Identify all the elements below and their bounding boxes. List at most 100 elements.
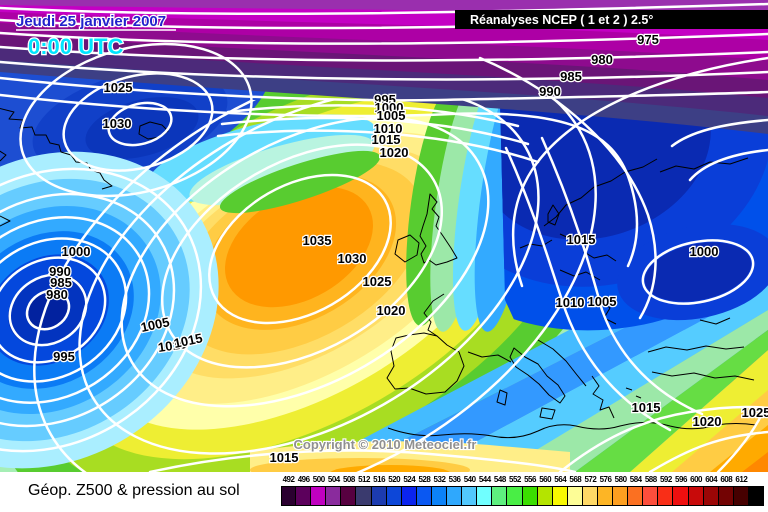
scale-value: 564 [554,475,567,484]
isobar-label: 1015 [632,400,661,415]
scale-cell [341,486,357,506]
isobar-label: 1000 [690,244,719,259]
scale-value: 548 [493,475,506,484]
map-legend-title: Géop. Z500 & pression au sol [28,482,240,499]
scale-value: 552 [509,475,521,484]
isobar-label: 1015 [172,330,203,351]
scale-cell [296,486,312,506]
scale-cell [703,486,719,506]
isobar-label: 1025 [742,405,768,420]
isobar-label: 975 [637,32,659,47]
scale-value: 508 [342,475,355,484]
scale-value: 560 [539,475,552,484]
scale-value: 504 [327,475,340,484]
scale-value: 584 [629,475,642,484]
scale-cell [658,486,674,506]
scale-value: 608 [720,475,733,484]
isobar-label: 990 [539,84,561,99]
scale-cell [507,486,523,506]
footer: Géop. Z500 & pression au sol 492 496 500 50… [0,472,768,512]
map-area: 1025 1030 995 1000 1005 1010 1015 1020 975 980 985… [0,0,768,472]
isobar-label: 1020 [380,145,409,160]
scale-value: 600 [690,475,702,484]
date-time-overlay: Jeudi 25 janvier 2007 0:00 UTC [15,12,176,60]
isobar-label: 1000 [62,244,91,259]
scale-cell [416,486,432,506]
isobar-label: 1005 [588,294,617,309]
scale-value: 492 [282,475,295,484]
source-box: Réanalyses NCEP ( 1 et 2 ) 2.5° [455,10,768,29]
scale-cell [643,486,659,506]
isobar-label: 995 [53,349,75,364]
scale-cell-row [281,486,764,506]
scale-value: 496 [297,475,310,484]
isobar-label: 985 [560,69,582,84]
isobar-label: 1020 [377,303,406,318]
scale-cell [447,486,463,506]
isobar-layer [0,2,768,472]
scale-value: 532 [433,475,446,484]
isobar-label: 1010 [374,121,403,136]
scale-cell [567,486,583,506]
scale-cell [462,486,478,506]
scale-value: 580 [614,475,627,484]
scale-cell [356,486,372,506]
scale-cell [311,486,327,506]
scale-value: 568 [569,475,582,484]
scale-cell [552,486,568,506]
isobar-label: 980 [591,52,613,67]
isobar-label: 1025 [104,80,133,95]
scale-value: 612 [735,475,748,484]
scale-value: 520 [388,475,401,484]
isobar-label: 1015 [372,132,401,147]
scale-cell [401,486,417,506]
isobar-label: 1020 [693,414,722,429]
source-label: Réanalyses NCEP ( 1 et 2 ) 2.5° [470,13,653,27]
scale-cell [326,486,342,506]
scale-cell [492,486,508,506]
scale-cell [477,486,493,506]
scale-value: 596 [675,475,687,484]
isobar-label: 1015 [567,232,596,247]
scale-value: 576 [599,475,612,484]
scale-cell [613,486,629,506]
scale-cell [371,486,387,506]
geopotential-fill-layer [0,0,768,472]
isobar-label: 1030 [338,251,367,266]
color-scale: 492 496 500 504 508 512 516 520 524 528 532 536 540 5… [281,474,764,506]
scale-cell [628,486,644,506]
isobar-label: 1035 [303,233,332,248]
isobar-label: 980 [46,287,68,302]
scale-value: 516 [373,475,386,484]
date-label: Jeudi 25 janvier 2007 [16,13,166,30]
scale-cell [431,486,448,506]
scale-value: 540 [463,475,476,484]
isobar-label: 1015 [270,450,299,465]
scale-cell [537,486,553,506]
scale-cell [748,486,764,506]
isobar-label: 995 [374,92,396,107]
isobar-label: 990 [49,264,71,279]
scale-value: 500 [312,475,325,484]
isobar-label: 1010 [157,336,188,355]
scale-cell [733,486,749,506]
scale-value: 572 [584,475,597,484]
scale-value: 512 [358,475,370,484]
scale-cell [718,486,734,506]
scale-value: 588 [644,475,657,484]
scale-value: 604 [705,475,718,484]
time-label: 0:00 UTC [28,34,123,59]
scale-cell [281,486,297,506]
scale-value: 536 [448,475,461,484]
scale-cell [597,486,614,506]
isobar-label: 1030 [103,116,132,131]
isobar-label: 1025 [363,274,392,289]
weather-map: 1025103099510001005101010151020975980985… [0,0,768,472]
scale-value: 544 [478,475,491,484]
isobar-label: 1005 [139,314,170,335]
copyright-label: Copyright © 2010 Meteociel.fr [294,437,477,452]
scale-cell [688,486,704,506]
scale-value: 524 [403,475,416,484]
isobar-labels: 1025103099510001005101010151020975980985… [45,31,768,467]
